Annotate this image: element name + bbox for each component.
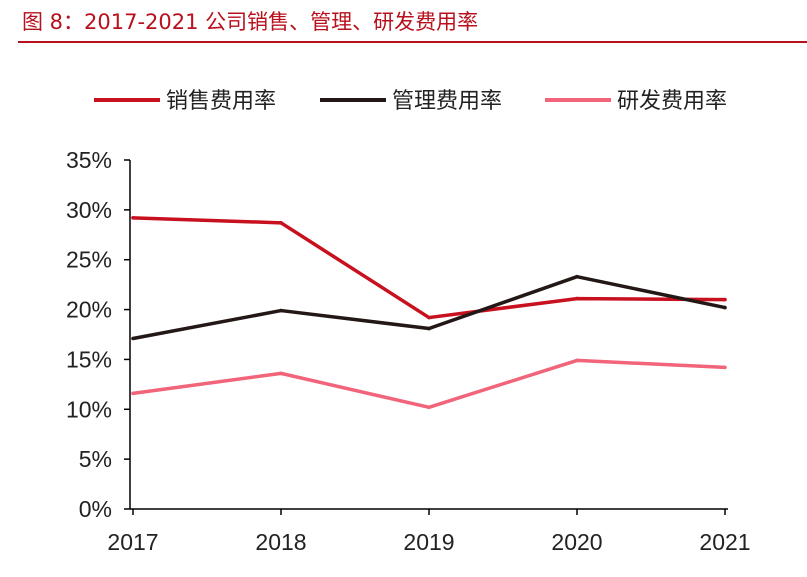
data-point	[131, 336, 135, 341]
legend-label: 管理费用率	[392, 89, 502, 114]
data-point	[575, 358, 579, 363]
x-tick-label: 2018	[255, 529, 306, 555]
data-point	[279, 308, 283, 313]
y-tick-label: 10%	[66, 396, 112, 422]
y-tick-label: 30%	[66, 197, 112, 223]
series-line	[132, 358, 726, 410]
chart-series	[131, 216, 727, 410]
data-point	[427, 405, 431, 410]
data-point	[575, 274, 579, 279]
data-point	[279, 221, 283, 225]
legend-label: 销售费用率	[166, 89, 276, 114]
data-point	[723, 365, 727, 370]
y-tick-label: 25%	[66, 247, 112, 273]
data-point	[575, 296, 579, 301]
x-tick-label: 2021	[699, 529, 750, 555]
y-tick-label: 15%	[66, 346, 112, 372]
data-point	[131, 391, 135, 396]
title-divider	[18, 41, 807, 43]
chart-axes: 0% 5% 10% 15% 20% 25% 30% 35% 2017 2018 2019 2020 20…	[66, 147, 751, 555]
chart-legend: 销售费用率 管理费用率 研发费用率	[94, 89, 727, 114]
figure-title: 图 8：2017-2021 公司销售、管理、研发费用率	[22, 10, 479, 34]
data-point	[427, 326, 431, 331]
y-tick-label: 20%	[66, 297, 112, 323]
x-tick-label: 2020	[551, 529, 602, 555]
data-point	[131, 216, 135, 220]
series-line	[132, 216, 726, 320]
x-tick-label: 2019	[403, 529, 454, 555]
data-point	[723, 297, 727, 302]
legend-label: 研发费用率	[617, 89, 727, 114]
y-tick-label: 0%	[79, 496, 112, 522]
x-tick-label: 2017	[107, 529, 158, 555]
y-tick-label: 35%	[66, 147, 112, 173]
y-tick-label: 5%	[79, 446, 112, 472]
data-point	[279, 371, 283, 376]
data-point	[723, 305, 727, 310]
data-point	[427, 315, 431, 320]
